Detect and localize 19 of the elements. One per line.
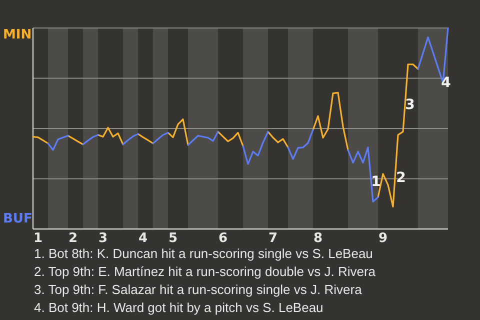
annotation: 1 [371,174,381,190]
text: 4. Bot 9th: H. Ward got hit by a pitch vs S. LeBeau [34,300,324,315]
x-tick-label: 2 [68,231,78,246]
x-tick-label: 8 [313,231,323,246]
annotation: 3 [405,96,415,113]
x-tick-label: 7 [268,231,278,246]
text: BUF [3,212,32,227]
text: 2. Top 9th: E. Martínez hit a run-scoring double vs J. Rivera [34,264,376,279]
x-tick-label: 9 [378,231,388,246]
text: 1. Bot 8th: K. Duncan hit a run-scoring single vs S. LeBeau [34,246,373,261]
annotation: 2 [396,170,406,186]
text: MIN [3,28,32,43]
x-tick-label: 1 [33,231,43,246]
x-tick-label: 6 [218,231,228,246]
text: 3. Top 9th: F. Salazar hit a run-scoring single vs J. Rivera [34,282,363,297]
x-tick-label: 3 [98,231,108,246]
annotation: 4 [441,74,452,91]
x-tick-label: 4 [138,231,148,246]
x-tick-label: 5 [168,231,178,246]
